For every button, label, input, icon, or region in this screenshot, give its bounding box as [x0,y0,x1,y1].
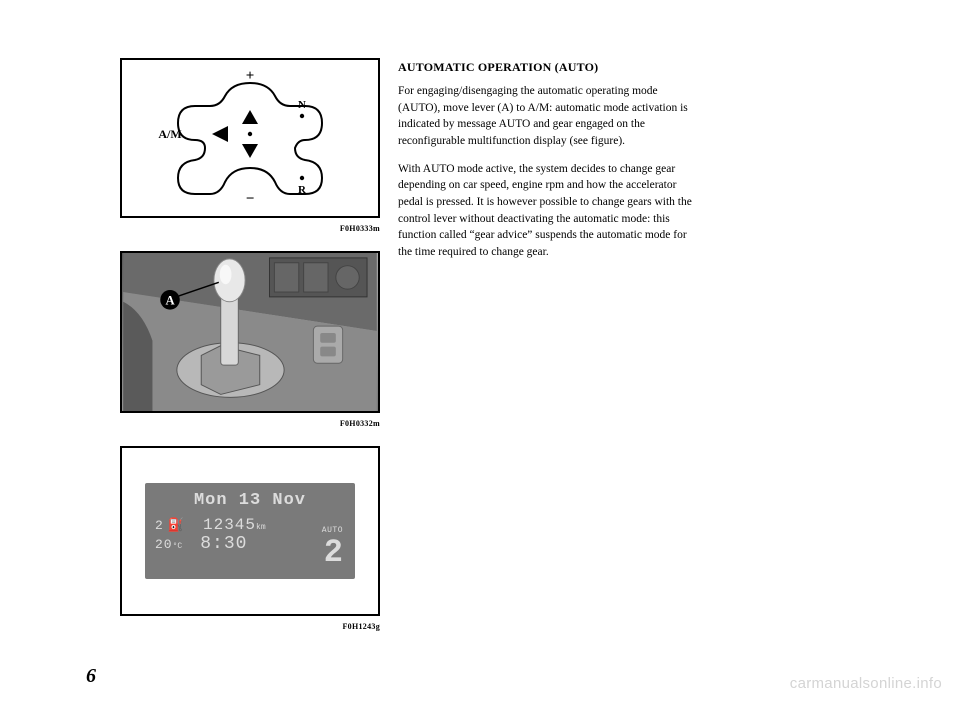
lcd-time: 8:30 [200,534,247,554]
figure-gear-lever: A [120,251,380,413]
lcd-temp: 20 [155,537,173,552]
n-label: N [298,99,306,111]
fuel-icon: ⛽ [168,518,185,533]
lcd-left-val: 2 [155,518,164,533]
lcd-panel: Mon 13 Nov 2 ⛽ 12345 km 20°C 8:30 AUTO 2 [145,483,355,579]
watermark: carmanualsonline.info [790,675,942,692]
paragraph-2: With AUTO mode active, the system decide… [398,161,698,261]
plus-label: + [246,68,255,84]
lcd-date: Mon 13 Nov [155,491,345,510]
figure1-caption: F0H0333m [120,224,380,233]
callout-a: A [165,294,175,308]
figure-lcd-display: Mon 13 Nov 2 ⛽ 12345 km 20°C 8:30 AUTO 2 [120,446,380,616]
am-label: A/M [158,127,181,141]
figure2-caption: F0H0332m [120,419,380,428]
r-label: R [298,184,307,196]
lcd-odometer: 12345 [203,516,256,534]
shift-gate-diagram: + − A/M N R [150,68,350,208]
page-number: 6 [86,665,96,688]
paragraph-1: For engaging/disengaging the automatic o… [398,83,698,150]
lcd-temp-unit: °C [173,542,183,551]
section-heading: AUTOMATIC OPERATION (AUTO) [398,60,698,75]
lcd-gear: 2 [324,534,343,571]
figure-shift-gate: + − A/M N R [120,58,380,218]
lcd-odo-unit: km [256,523,266,532]
gear-lever-illustration: A [122,253,378,411]
minus-label: − [246,191,255,207]
figure3-caption: F0H1243g [120,622,380,631]
